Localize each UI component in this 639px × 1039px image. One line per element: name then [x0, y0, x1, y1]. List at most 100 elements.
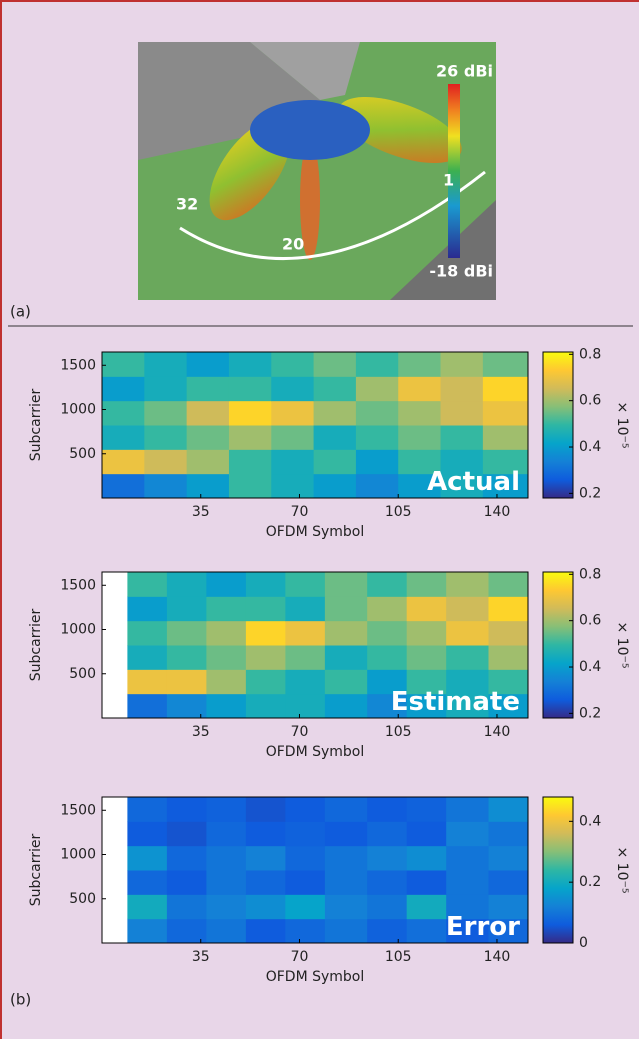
- heat-cell: [285, 596, 326, 622]
- heat-cell: [367, 669, 408, 695]
- heat-cell: [166, 918, 207, 944]
- heat-cell: [406, 870, 447, 895]
- heat-cell: [271, 425, 315, 450]
- heat-cell: [324, 870, 368, 895]
- x-tick-label: 105: [385, 724, 412, 740]
- y-tick-label: 1500: [60, 802, 96, 818]
- x-tick-label: 140: [484, 949, 511, 965]
- heat-cell: [488, 693, 529, 719]
- heat-cell: [446, 572, 490, 597]
- heat-cell: [127, 821, 168, 847]
- heat-cell: [355, 400, 399, 426]
- panel-a-image: [138, 42, 496, 300]
- heat-cell: [285, 918, 326, 944]
- heat-cell: [446, 669, 490, 695]
- y-tick-label: 1500: [60, 357, 96, 373]
- heat-cell: [367, 918, 408, 944]
- heat-cell: [398, 352, 442, 377]
- heat-cell: [166, 797, 207, 822]
- heat-cell: [245, 894, 286, 920]
- x-tick-label: 140: [484, 724, 511, 740]
- heat-cell: [398, 473, 442, 499]
- heat-cell: [482, 425, 529, 450]
- heat-cell: [324, 620, 368, 646]
- colorbar-tick-label: 0.2: [579, 874, 601, 890]
- heat-cell: [324, 693, 368, 719]
- heat-cell: [488, 620, 529, 646]
- y-tick-label: 1000: [60, 402, 96, 418]
- heat-cell: [406, 596, 447, 622]
- heat-cell: [285, 845, 326, 871]
- x-tick-label: 105: [385, 949, 412, 965]
- heat-cell: [127, 870, 168, 895]
- heat-cell: [228, 376, 272, 402]
- heat-cell: [398, 425, 442, 450]
- heat-cell: [166, 870, 207, 895]
- heat-cell: [324, 572, 368, 597]
- colorbar: [542, 796, 574, 944]
- heat-cell: [440, 473, 484, 499]
- heat-cell: [102, 352, 145, 377]
- heat-cell: [245, 669, 286, 695]
- y-tick-label: 1000: [60, 847, 96, 863]
- heat-cell: [245, 845, 286, 871]
- heat-cell: [228, 473, 272, 499]
- heat-cell: [446, 870, 490, 895]
- heat-cell: [398, 376, 442, 402]
- heat-cell: [166, 620, 207, 646]
- heat-cell: [245, 797, 286, 822]
- y-axis-label: Subcarrier: [28, 609, 44, 682]
- heat-cell: [127, 918, 168, 944]
- heat-cell: [127, 669, 168, 695]
- heat-cell: [245, 572, 286, 597]
- colorbar-tick-label: 0.2: [579, 705, 601, 721]
- heat-cell: [228, 425, 272, 450]
- heat-cell: [102, 400, 145, 426]
- heat-cell: [313, 352, 357, 377]
- heat-cell: [488, 572, 529, 597]
- heat-cell: [313, 473, 357, 499]
- heat-cell: [245, 620, 286, 646]
- heat-cell: [166, 821, 207, 847]
- heat-cell: [482, 473, 529, 499]
- heat-cell: [406, 693, 447, 719]
- colorbar-tick-label: 0.4: [579, 813, 601, 829]
- heat-cell: [186, 400, 230, 426]
- heat-cell: [245, 918, 286, 944]
- overlay-label: Error: [446, 912, 520, 942]
- heat-cell: [488, 870, 529, 895]
- heat-cell: [271, 376, 315, 402]
- x-axis-label: OFDM Symbol: [266, 524, 365, 540]
- colorbar: [542, 351, 574, 499]
- heat-cell: [446, 821, 490, 847]
- colorbar-exponent: × 10⁻⁵: [614, 847, 630, 894]
- panel-label: (a): [10, 303, 31, 321]
- colorbar-tick-label: 0.6: [579, 613, 601, 629]
- heat-cell: [367, 797, 408, 822]
- heat-cell: [166, 894, 207, 920]
- heat-cell: [144, 400, 188, 426]
- heat-cell: [482, 376, 529, 402]
- heat-cell: [367, 572, 408, 597]
- heat-cell: [406, 572, 447, 597]
- heat-cell: [245, 870, 286, 895]
- y-tick-label: 500: [69, 666, 96, 682]
- colorbar-tick-label: 0.4: [579, 659, 601, 675]
- heat-cell: [324, 596, 368, 622]
- heat-cell: [355, 425, 399, 450]
- heat-cell: [440, 449, 484, 475]
- overlay-label: Estimate: [391, 687, 520, 717]
- heat-cell: [206, 620, 247, 646]
- y-tick-label: 1000: [60, 622, 96, 638]
- heat-cell: [245, 821, 286, 847]
- heat-cell: [271, 400, 315, 426]
- heat-cell: [285, 797, 326, 822]
- heat-cell: [144, 376, 188, 402]
- heat-cell: [127, 572, 168, 597]
- x-tick-label: 70: [291, 949, 309, 965]
- heat-cell: [488, 669, 529, 695]
- heat-cell: [488, 845, 529, 871]
- heat-cell: [446, 645, 490, 670]
